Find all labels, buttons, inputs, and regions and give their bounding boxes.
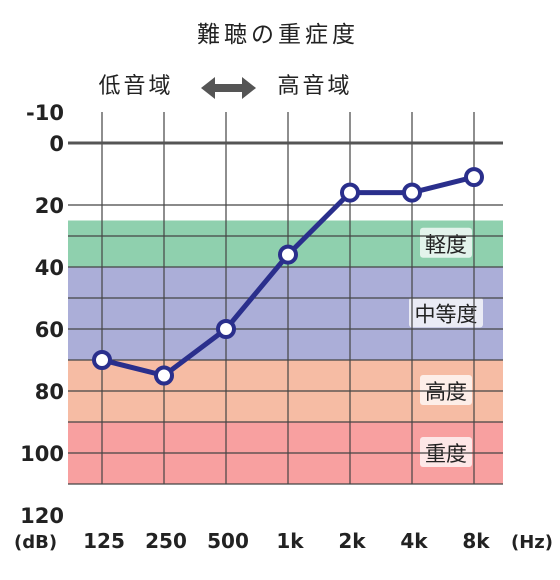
x-tick-label: 1k — [276, 529, 304, 553]
y-tick-label: 40 — [35, 256, 64, 280]
x-tick-label: 2k — [338, 529, 366, 553]
chart-title: 難聴の重症度 — [197, 22, 359, 48]
x-tick-label: 500 — [207, 529, 249, 553]
y-tick-label: 0 — [49, 132, 64, 156]
chart-grid — [68, 112, 503, 485]
data-point — [278, 244, 298, 265]
x-tick-label: 125 — [83, 529, 125, 553]
data-point — [92, 350, 112, 370]
data-point — [340, 182, 360, 203]
y-tick-label: 80 — [35, 380, 64, 404]
data-point — [154, 365, 174, 386]
x-axis-ticks: 125 250 500 1k 2k 4k 8k — [83, 529, 490, 553]
data-point — [216, 319, 236, 339]
band-label-1: 中等度 — [415, 303, 478, 327]
double-arrow-icon — [201, 77, 256, 99]
x-tick-label: 4k — [400, 529, 428, 553]
band-label-bg — [420, 437, 472, 467]
x-tick-label: 8k — [462, 529, 490, 553]
band-label-2: 高度 — [425, 380, 467, 404]
band-label-bg — [420, 375, 472, 405]
low-range-label: 低音域 — [98, 74, 173, 99]
y-tick-label: 20 — [35, 194, 64, 218]
data-point — [464, 167, 484, 188]
y-tick-label: -10 — [26, 101, 64, 125]
series-group — [92, 167, 484, 386]
band-label-bg — [420, 227, 472, 258]
band-label-0: 軽度 — [425, 233, 467, 257]
y-unit-label: (dB) — [14, 532, 57, 553]
y-tick-label: 100 — [20, 442, 64, 466]
band-label-bg — [409, 297, 483, 328]
y-axis-ticks: -10 0 20 40 60 80 100 120 — [20, 101, 64, 528]
data-point — [402, 182, 422, 203]
y-tick-label: 60 — [35, 318, 64, 342]
y-tick-label: 120 — [20, 504, 64, 528]
band-label-3: 重度 — [425, 442, 467, 466]
x-tick-label: 250 — [145, 529, 187, 553]
x-unit-label: (Hz) — [511, 532, 553, 553]
high-range-label: 高音域 — [277, 74, 352, 99]
